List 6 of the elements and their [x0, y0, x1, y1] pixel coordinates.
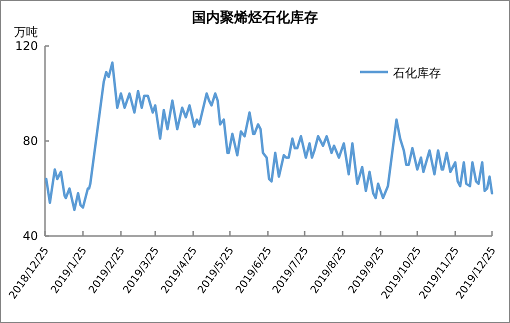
y-tick-label: 80: [22, 134, 38, 148]
y-tick-label: 120: [15, 39, 38, 53]
legend-label: 石化库存: [393, 66, 441, 80]
y-tick-label: 40: [22, 229, 38, 243]
chart-title: 国内聚烯烃石化库存: [192, 9, 318, 26]
y-axis-title: 万吨: [14, 25, 38, 39]
